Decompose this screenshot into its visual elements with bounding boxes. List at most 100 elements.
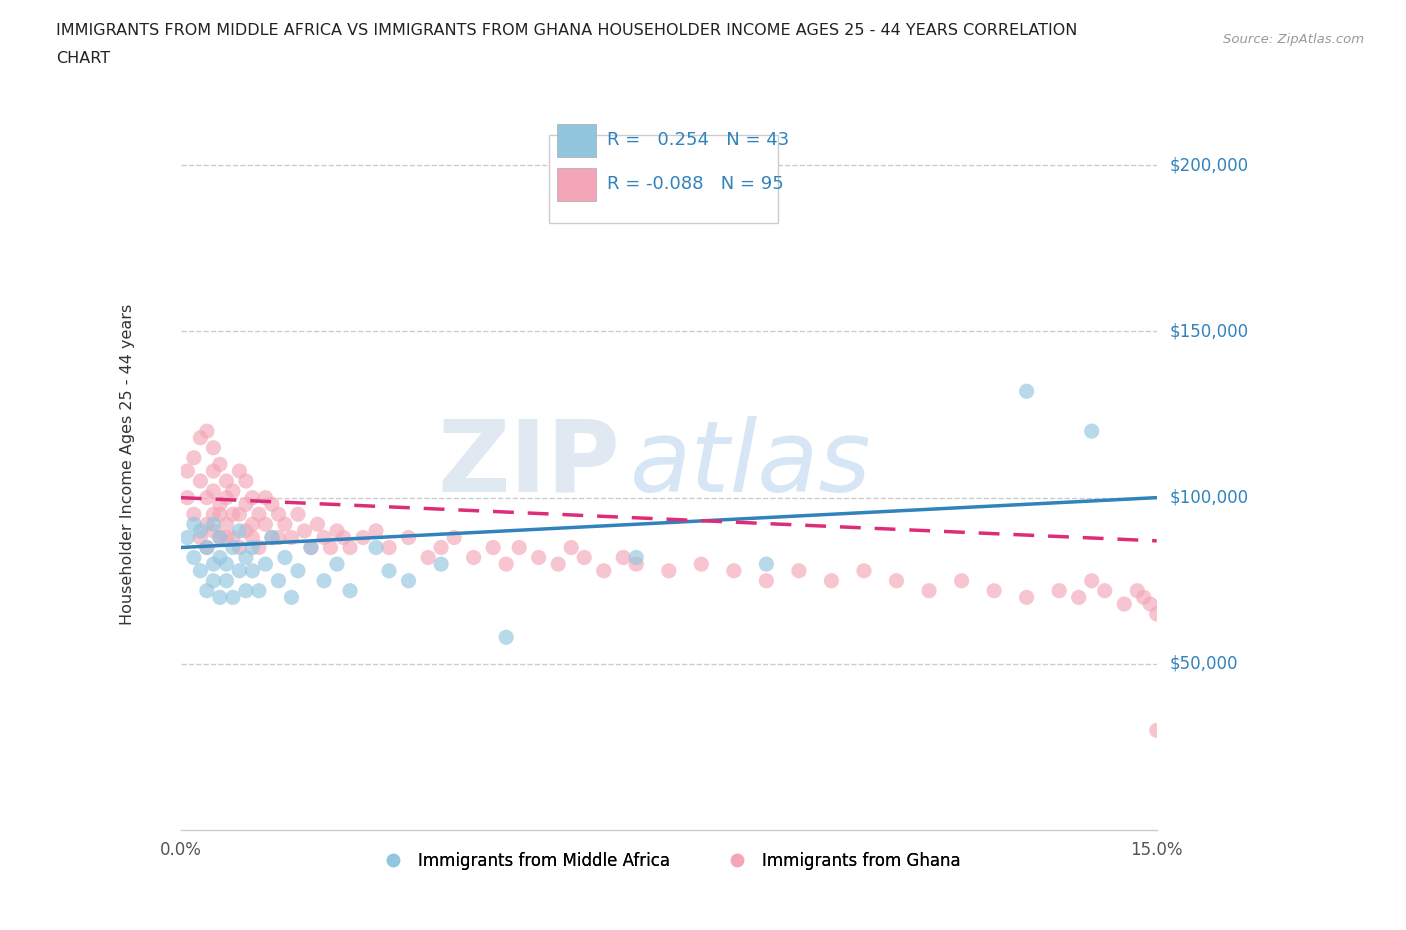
Point	[202, 440, 225, 455]
Point	[176, 490, 198, 505]
Point	[1067, 590, 1090, 604]
Point	[1146, 723, 1168, 737]
Point	[658, 564, 681, 578]
Point	[755, 573, 778, 588]
Point	[242, 540, 264, 555]
Point	[852, 564, 875, 578]
Point	[950, 573, 973, 588]
Point	[280, 590, 302, 604]
Point	[482, 540, 505, 555]
Point	[755, 557, 778, 572]
Point	[195, 517, 218, 532]
Point	[1139, 596, 1161, 611]
Point	[190, 431, 212, 445]
Point	[247, 507, 270, 522]
Point	[326, 524, 349, 538]
Point	[183, 450, 205, 465]
Point	[176, 463, 198, 478]
Point	[1080, 573, 1102, 588]
Point	[176, 530, 198, 545]
Point	[416, 550, 439, 565]
FancyBboxPatch shape	[548, 135, 778, 223]
Point	[235, 473, 257, 488]
Point	[260, 497, 283, 512]
Point	[312, 530, 335, 545]
Text: R =   0.254   N = 43: R = 0.254 N = 43	[607, 131, 790, 150]
Point	[443, 530, 465, 545]
Point	[319, 540, 342, 555]
FancyBboxPatch shape	[557, 168, 596, 201]
Point	[294, 524, 316, 538]
Point	[527, 550, 550, 565]
Text: CHART: CHART	[56, 51, 110, 66]
Point	[886, 573, 908, 588]
Point	[352, 530, 374, 545]
Point	[430, 557, 453, 572]
Point	[190, 524, 212, 538]
Point	[339, 583, 361, 598]
Point	[560, 540, 582, 555]
Point	[215, 530, 238, 545]
Point	[202, 507, 225, 522]
Point	[274, 517, 297, 532]
Point	[495, 630, 517, 644]
Point	[222, 540, 245, 555]
Point	[267, 530, 290, 545]
FancyBboxPatch shape	[557, 125, 596, 157]
Point	[183, 517, 205, 532]
Point	[612, 550, 634, 565]
Point	[1094, 583, 1116, 598]
Point	[247, 540, 270, 555]
Point	[574, 550, 596, 565]
Text: Householder Income Ages 25 - 44 years: Householder Income Ages 25 - 44 years	[120, 304, 135, 625]
Point	[547, 557, 569, 572]
Point	[1080, 424, 1102, 439]
Point	[398, 573, 420, 588]
Point	[332, 530, 354, 545]
Point	[254, 557, 277, 572]
Point	[378, 564, 401, 578]
Point	[228, 564, 250, 578]
Point	[983, 583, 1005, 598]
Point	[723, 564, 745, 578]
Point	[222, 507, 245, 522]
Point	[235, 497, 257, 512]
Point	[195, 490, 218, 505]
Text: $150,000: $150,000	[1170, 323, 1249, 340]
Point	[267, 573, 290, 588]
Point	[215, 517, 238, 532]
Point	[364, 540, 387, 555]
Point	[242, 564, 264, 578]
Point	[195, 583, 218, 598]
Point	[228, 507, 250, 522]
Point	[242, 530, 264, 545]
Point	[202, 484, 225, 498]
Point	[208, 590, 231, 604]
Point	[228, 540, 250, 555]
Point	[1132, 590, 1154, 604]
Text: Source: ZipAtlas.com: Source: ZipAtlas.com	[1223, 33, 1364, 46]
Point	[235, 524, 257, 538]
Point	[254, 517, 277, 532]
Point	[287, 507, 309, 522]
Point	[235, 583, 257, 598]
Point	[202, 557, 225, 572]
Point	[260, 530, 283, 545]
Point	[190, 564, 212, 578]
Point	[195, 424, 218, 439]
Point	[1126, 583, 1149, 598]
Point	[307, 517, 329, 532]
Point	[267, 507, 290, 522]
Point	[208, 507, 231, 522]
Point	[378, 540, 401, 555]
Text: $50,000: $50,000	[1170, 655, 1239, 673]
Point	[398, 530, 420, 545]
Point	[215, 573, 238, 588]
Point	[190, 473, 212, 488]
Point	[339, 540, 361, 555]
Point	[235, 550, 257, 565]
Point	[208, 530, 231, 545]
Point	[195, 540, 218, 555]
Point	[430, 540, 453, 555]
Point	[1146, 606, 1168, 621]
